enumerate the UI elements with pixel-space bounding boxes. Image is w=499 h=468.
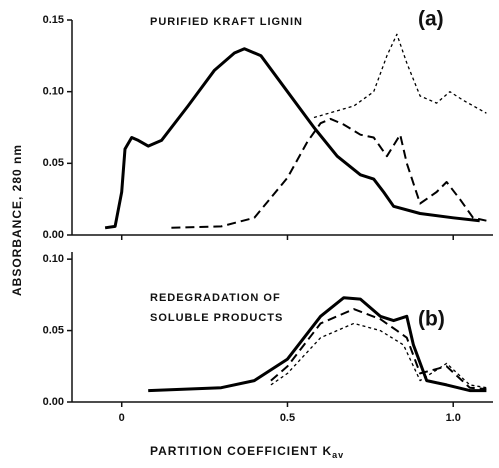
x-axis-label-main: PARTITION COEFFICIENT K <box>150 444 332 458</box>
panel-label: (b) <box>418 308 445 331</box>
y-tick-label: 0.10 <box>43 86 64 98</box>
data-line <box>313 33 487 119</box>
data-line <box>148 296 487 393</box>
panel-title: SOLUBLE PRODUCTS <box>150 312 283 324</box>
y-tick-label: 0.05 <box>43 324 64 336</box>
y-tick-label: 0.15 <box>43 14 64 26</box>
x-axis-label-subscript: av <box>332 450 344 460</box>
data-line <box>104 47 480 230</box>
y-tick-label: 0.10 <box>43 253 64 265</box>
y-tick-label: 0.05 <box>43 157 64 169</box>
x-tick-label: 0.5 <box>280 412 295 424</box>
x-axis-label: PARTITION COEFFICIENT Kav <box>150 444 344 460</box>
y-tick-label: 0.00 <box>43 229 64 241</box>
y-tick-label: 0.00 <box>43 396 64 408</box>
y-axis-label: ABSORBANCE, 280 nm <box>10 144 24 296</box>
data-line <box>270 308 487 391</box>
panel-title: REDEGRADATION OF <box>150 292 281 304</box>
panel-title: PURIFIED KRAFT LIGNIN <box>150 16 303 28</box>
data-line <box>171 117 487 229</box>
x-tick-label: 0 <box>119 412 125 424</box>
x-tick-label: 1.0 <box>446 412 461 424</box>
data-line <box>270 322 487 389</box>
panel-label: (a) <box>418 8 444 31</box>
